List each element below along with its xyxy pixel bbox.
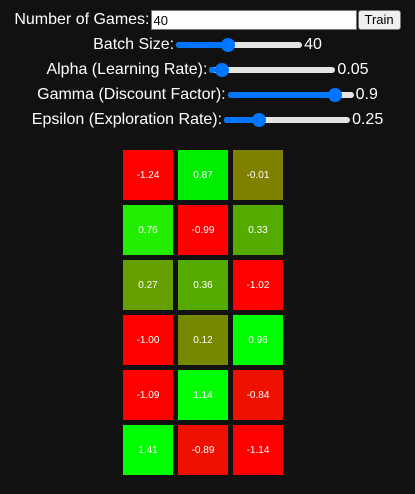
grid-cell: 0.27 xyxy=(123,260,173,310)
games-row: Number of Games: Train xyxy=(0,8,415,32)
batch-size-row: Batch Size: 40 xyxy=(0,32,415,57)
games-label: Number of Games: xyxy=(14,11,149,29)
grid-cell: -1.24 xyxy=(123,150,173,200)
slider-thumb[interactable] xyxy=(215,63,229,77)
alpha-label: Alpha (Learning Rate): xyxy=(46,61,207,79)
batch-size-label: Batch Size: xyxy=(93,36,174,54)
slider-fill xyxy=(224,117,256,123)
alpha-slider[interactable] xyxy=(209,62,335,78)
epsilon-row: Epsilon (Exploration Rate): 0.25 xyxy=(0,107,415,132)
slider-thumb[interactable] xyxy=(328,88,342,102)
epsilon-slider[interactable] xyxy=(224,112,350,128)
gamma-slider[interactable] xyxy=(228,87,354,103)
grid-cell: -1.14 xyxy=(233,425,283,475)
gamma-value: 0.9 xyxy=(356,86,378,104)
grid-cell: 0.76 xyxy=(123,205,173,255)
q-value-grid: -1.24 0.87 -0.01 0.76 -0.99 0.33 0.27 0.36 -1.02… xyxy=(123,150,283,475)
games-input[interactable] xyxy=(151,10,357,30)
grid-cell: 0.96 xyxy=(233,315,283,365)
grid-cell: -0.99 xyxy=(178,205,228,255)
epsilon-value: 0.25 xyxy=(352,111,383,129)
slider-thumb[interactable] xyxy=(221,38,235,52)
epsilon-label: Epsilon (Exploration Rate): xyxy=(32,111,222,129)
grid-cell: -1.02 xyxy=(233,260,283,310)
grid-cell: -1.09 xyxy=(123,370,173,420)
grid-cell: 1.41 xyxy=(123,425,173,475)
grid-cell: -0.84 xyxy=(233,370,283,420)
grid-cell: -0.01 xyxy=(233,150,283,200)
batch-size-slider[interactable] xyxy=(176,37,302,53)
gamma-row: Gamma (Discount Factor): 0.9 xyxy=(0,82,415,107)
grid-cell: 0.87 xyxy=(178,150,228,200)
alpha-row: Alpha (Learning Rate): 0.05 xyxy=(0,57,415,82)
training-controls: Number of Games: Train Batch Size: 40 Al… xyxy=(0,8,415,132)
grid-cell: -0.89 xyxy=(178,425,228,475)
grid-cell: 0.33 xyxy=(233,205,283,255)
gamma-label: Gamma (Discount Factor): xyxy=(37,86,225,104)
slider-thumb[interactable] xyxy=(252,113,266,127)
batch-size-value: 40 xyxy=(304,36,322,54)
grid-cell: 1.14 xyxy=(178,370,228,420)
grid-cell: 0.36 xyxy=(178,260,228,310)
train-button[interactable]: Train xyxy=(358,10,401,30)
grid-cell: -1.00 xyxy=(123,315,173,365)
slider-fill xyxy=(176,42,226,48)
slider-fill xyxy=(228,92,341,98)
alpha-value: 0.05 xyxy=(337,61,368,79)
grid-cell: 0.12 xyxy=(178,315,228,365)
